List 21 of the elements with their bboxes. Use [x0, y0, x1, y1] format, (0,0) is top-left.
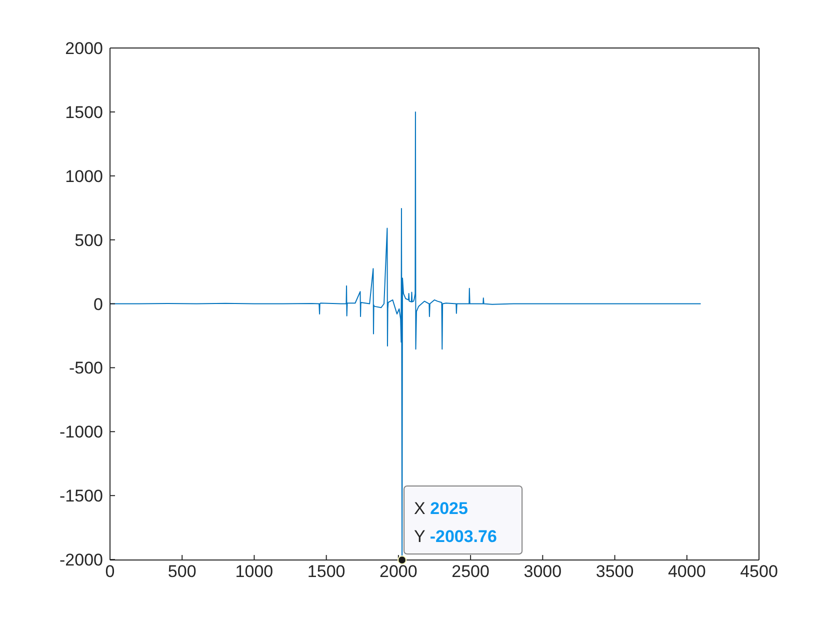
y-tick-label: -1500	[60, 486, 103, 506]
x-tick-label: 1000	[235, 562, 274, 582]
x-tick-label: 3000	[524, 562, 562, 582]
x-tick-label: 0	[105, 562, 115, 582]
y-tick-label: 500	[74, 230, 103, 250]
y-tick-label: -1000	[60, 422, 103, 442]
annotation: X 2025 Y -2003.76	[414, 499, 497, 546]
y-tick-label: 2000	[65, 39, 103, 58]
datatip: X 2025 Y -2003.76	[398, 486, 523, 564]
x-tick-label: 2000	[380, 562, 418, 582]
x-tick-label: 1500	[307, 562, 346, 582]
x-tick-label: 4500	[740, 562, 778, 582]
y-tick-label: -500	[68, 358, 103, 378]
y-tick-label: 0	[94, 294, 103, 314]
x-tick-label: 3500	[596, 562, 634, 582]
x-tick-label: 2500	[452, 562, 490, 582]
x-tick-label: 500	[168, 562, 196, 582]
y-tick-label: 1500	[65, 102, 103, 122]
y-tick-label: 1000	[65, 166, 103, 186]
x-tick-label: 4000	[668, 562, 706, 582]
y-tick-label: -2000	[60, 550, 103, 570]
